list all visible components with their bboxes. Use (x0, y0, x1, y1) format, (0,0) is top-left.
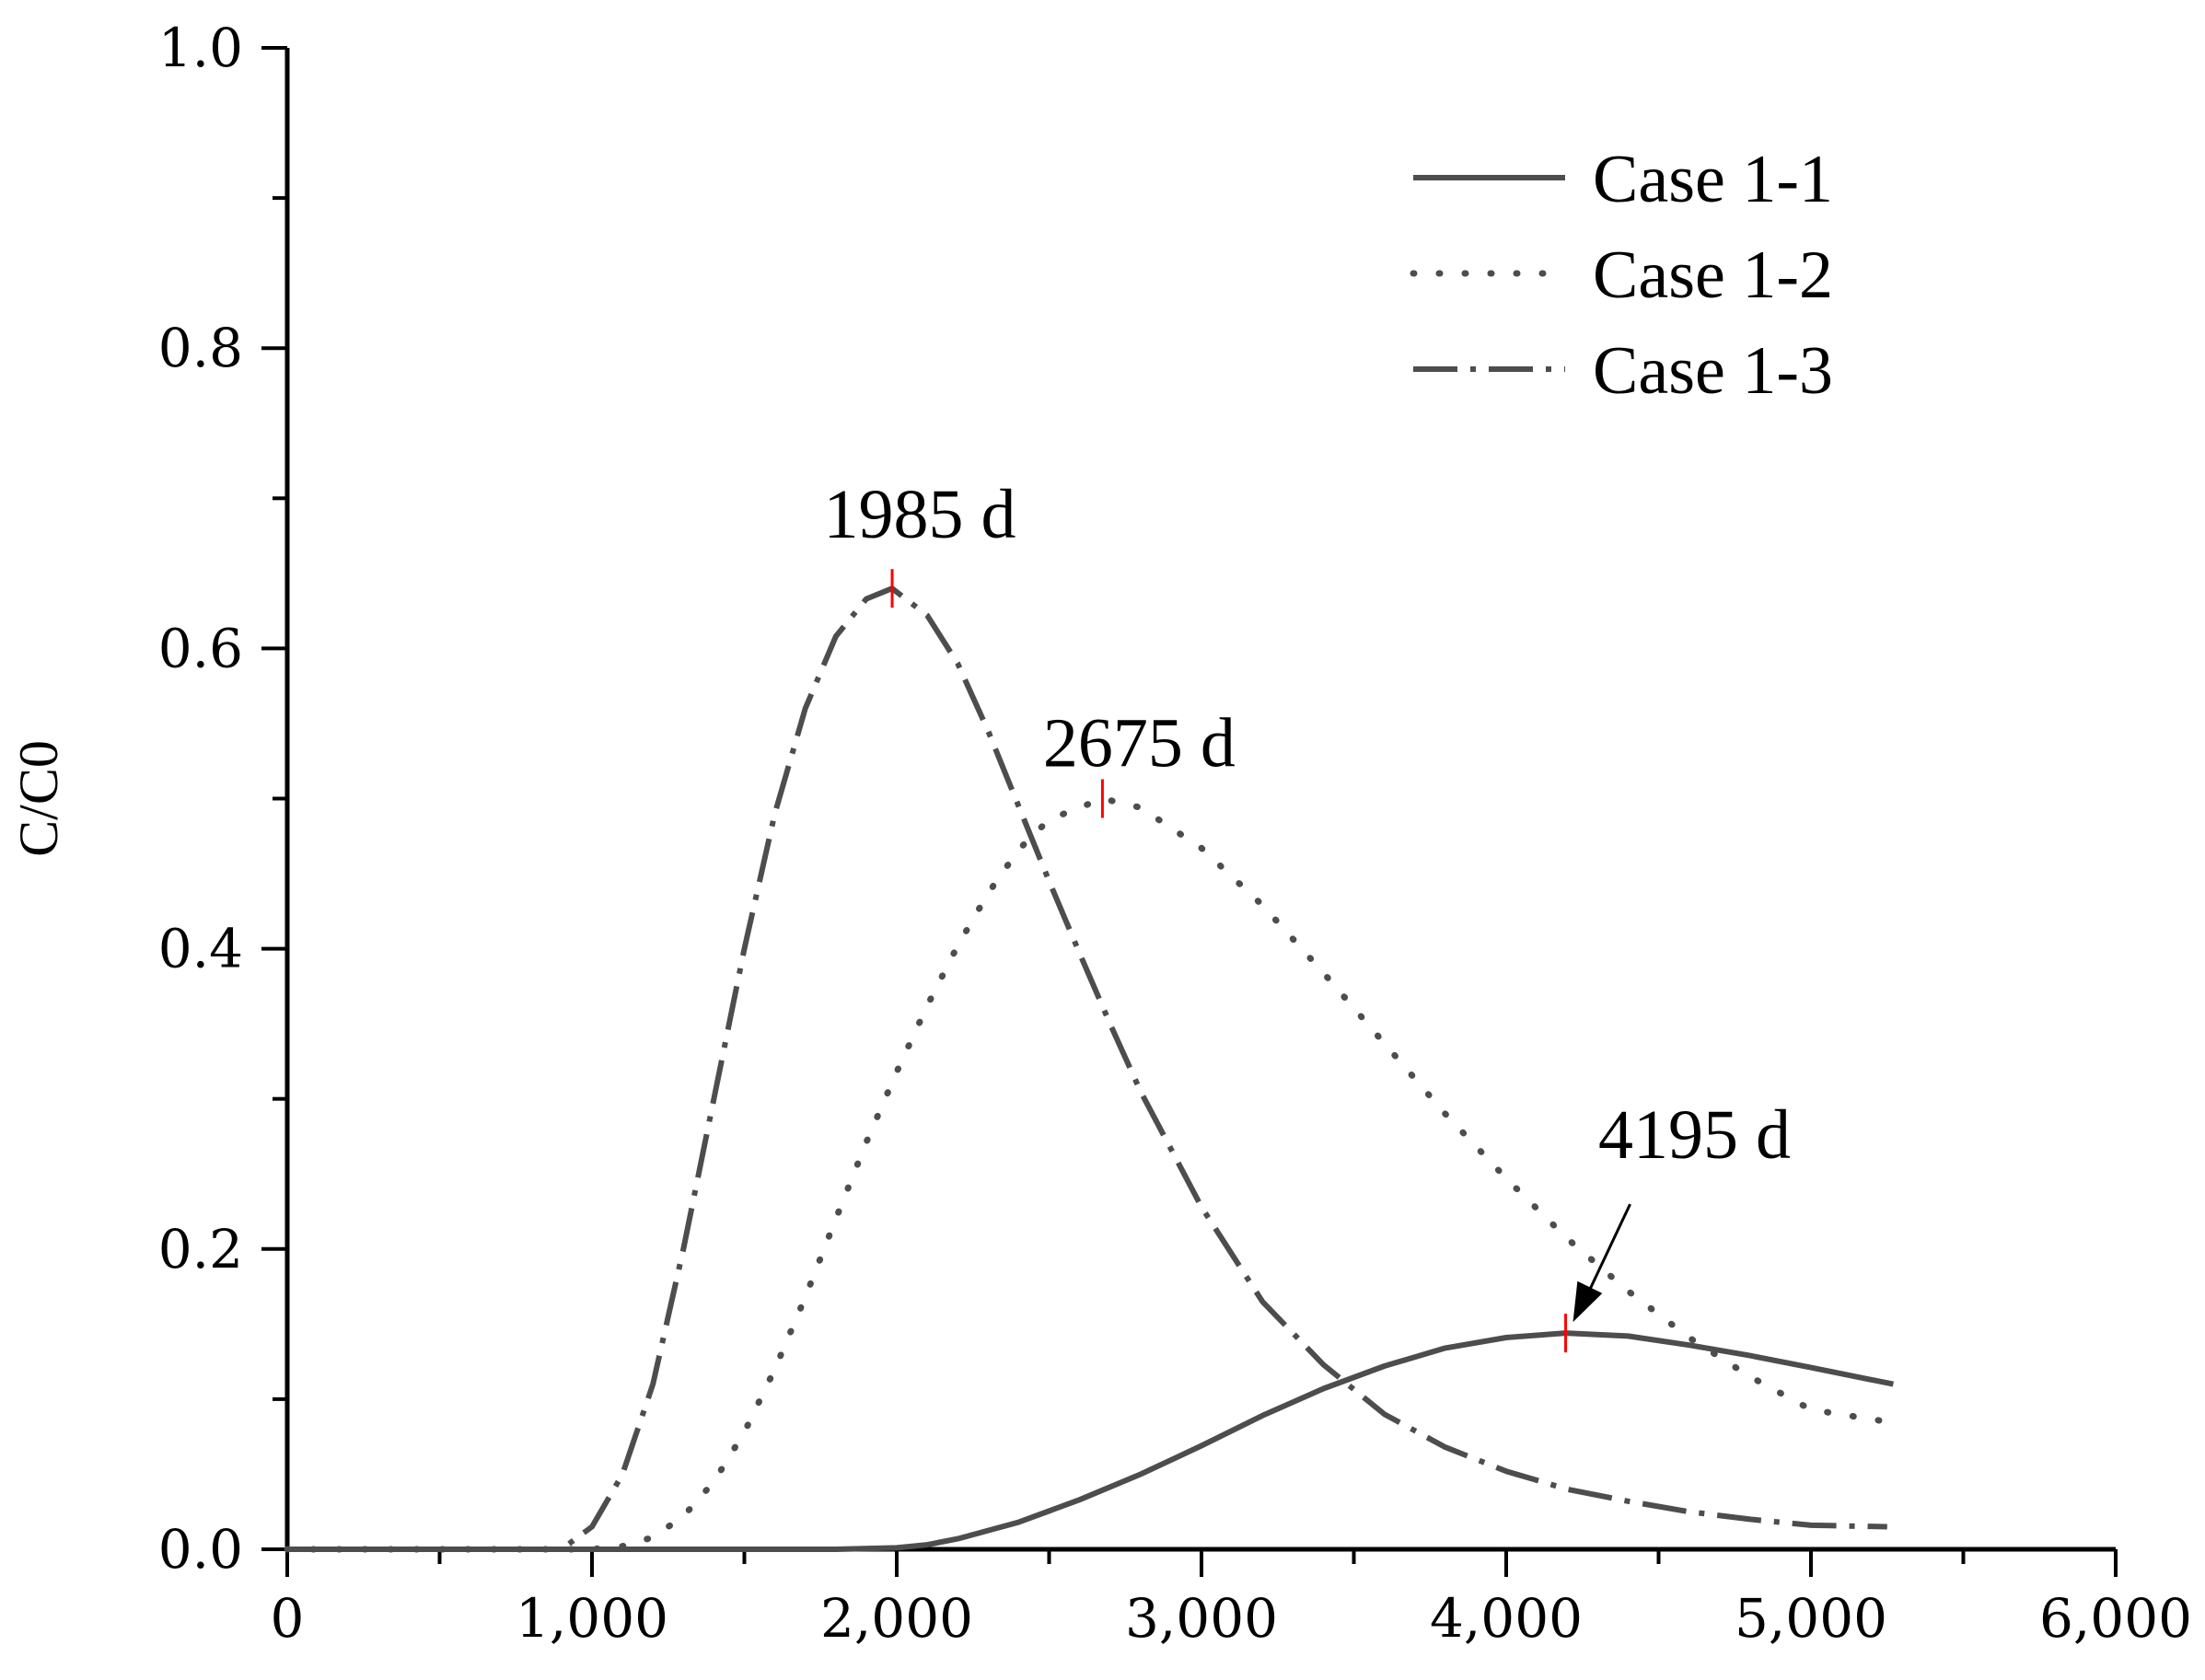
y-axis-title: C/C0 (8, 740, 69, 857)
legend-label-2: Case 1-2 (1593, 238, 1833, 313)
x-tick-label: 1,000 (516, 1587, 668, 1650)
x-tick-label: 6,000 (2039, 1587, 2192, 1650)
y-tick-label: 0.6 (158, 617, 243, 679)
annotation-arrow-head (1573, 1280, 1603, 1323)
x-tick-label: 0 (271, 1587, 305, 1650)
x-tick-label: 2,000 (820, 1587, 973, 1650)
peak-annotation-label: 2675 d (1043, 705, 1236, 782)
x-tick-label: 5,000 (1735, 1587, 1887, 1650)
y-tick-label: 0.4 (158, 918, 243, 980)
peak-annotation-label: 4195 d (1598, 1096, 1791, 1174)
series-layer (284, 585, 1894, 1553)
peak-annotation-label: 1985 d (824, 476, 1016, 553)
y-tick-label: 0.8 (158, 317, 243, 379)
y-tick-label: 0.0 (158, 1518, 243, 1581)
axes: 0 1,000 2,000 3,000 4,000 5,000 6,000 0.0 0.2 0.4… (8, 17, 2192, 1650)
legend: Case 1-1 Case 1-2 Case 1-3 (1410, 142, 1833, 409)
legend-label-3: Case 1-3 (1593, 333, 1833, 409)
series-line-3 (287, 585, 1887, 1552)
series-line-2 (284, 795, 1891, 1553)
y-tick-label: 0.2 (158, 1218, 243, 1280)
y-tick-label: 1.0 (158, 17, 243, 79)
annotation-arrow-shaft (1583, 1203, 1631, 1303)
x-tick-label: 4,000 (1430, 1587, 1583, 1650)
annotation-layer: 1985 d 2675 d 4195 d (824, 476, 1791, 1353)
x-tick-label: 3,000 (1125, 1587, 1278, 1650)
series-line-1 (287, 1330, 1894, 1552)
legend-label-1: Case 1-1 (1593, 142, 1833, 217)
